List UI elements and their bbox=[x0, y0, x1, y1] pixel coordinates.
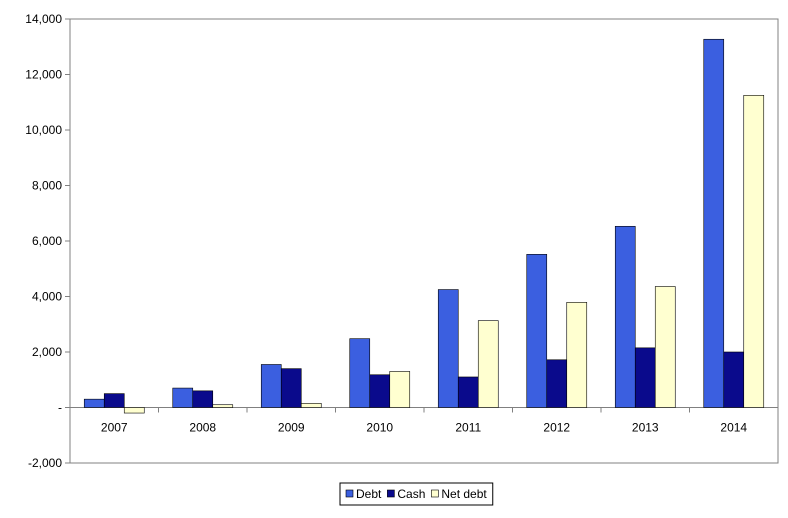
bar bbox=[83, 398, 105, 408]
bar bbox=[192, 390, 214, 408]
bar bbox=[723, 351, 745, 408]
x-tick-label: 2010 bbox=[366, 421, 393, 435]
bar bbox=[477, 320, 499, 408]
bar bbox=[123, 407, 145, 414]
bar bbox=[437, 289, 459, 408]
legend-label: Cash bbox=[397, 487, 425, 501]
bar bbox=[526, 254, 548, 408]
bar bbox=[369, 374, 391, 408]
y-axis: -2,000-2,0004,0006,0008,00010,00012,0001… bbox=[25, 12, 70, 470]
y-tick-label: 10,000 bbox=[25, 123, 62, 137]
bar bbox=[566, 302, 588, 408]
bar bbox=[614, 225, 636, 408]
bar bbox=[280, 368, 302, 408]
y-tick-label: 2,000 bbox=[32, 345, 62, 359]
legend-label: Debt bbox=[356, 487, 382, 501]
bar bbox=[103, 393, 125, 408]
bar bbox=[300, 403, 322, 408]
bar bbox=[654, 286, 676, 408]
y-tick-label: -2,000 bbox=[28, 456, 62, 470]
legend: Debt Cash Net debt bbox=[339, 482, 494, 506]
legend-swatch bbox=[387, 489, 395, 498]
x-tick-label: 2009 bbox=[278, 421, 305, 435]
x-tick-label: 2007 bbox=[101, 421, 128, 435]
bar bbox=[389, 371, 411, 408]
legend-swatch bbox=[345, 489, 354, 498]
y-tick-label: 6,000 bbox=[32, 234, 62, 248]
x-tick-label: 2008 bbox=[189, 421, 216, 435]
bar bbox=[457, 376, 479, 408]
x-tick-label: 2011 bbox=[455, 421, 481, 435]
bar bbox=[634, 347, 656, 408]
bar bbox=[172, 387, 194, 408]
bar bbox=[260, 364, 282, 408]
legend-swatch bbox=[431, 489, 439, 498]
y-tick-label: 12,000 bbox=[25, 68, 62, 82]
x-tick-label: 2014 bbox=[720, 421, 747, 435]
legend-label: Net debt bbox=[441, 487, 487, 501]
y-tick-label: 8,000 bbox=[32, 179, 62, 193]
bar bbox=[546, 359, 568, 408]
x-tick-label: 2013 bbox=[632, 421, 659, 435]
legend-box bbox=[339, 482, 494, 506]
x-tick-label: 2012 bbox=[543, 421, 570, 435]
y-tick-label: 4,000 bbox=[32, 290, 62, 304]
bar bbox=[349, 338, 371, 408]
y-tick-label: 14,000 bbox=[25, 12, 62, 26]
bars bbox=[83, 38, 765, 414]
y-tick-label: - bbox=[58, 401, 62, 415]
bar bbox=[743, 95, 765, 408]
bar bbox=[703, 38, 725, 408]
bar bbox=[212, 404, 234, 408]
